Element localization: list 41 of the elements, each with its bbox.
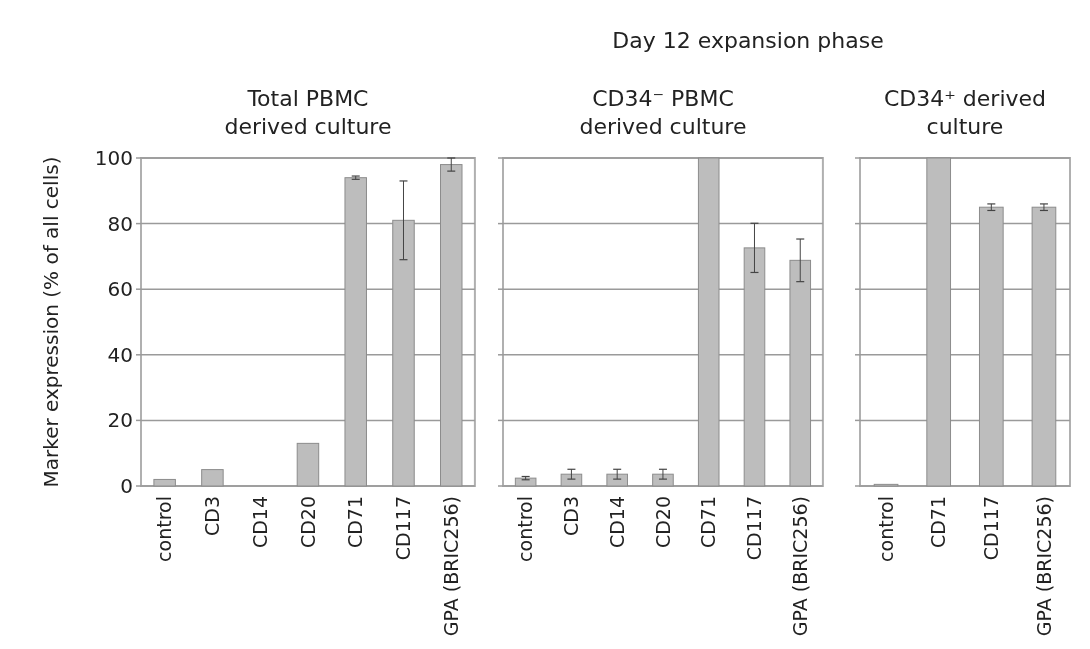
x-tick-label: CD3	[560, 496, 583, 536]
x-tick-label: CD117	[979, 496, 1002, 561]
x-tick-label: GPA (BRIC256)	[1032, 496, 1055, 637]
x-tick-label: CD71	[344, 496, 367, 549]
y-tick-label: 80	[107, 211, 133, 236]
bar	[344, 177, 367, 487]
x-tick-label: CD71	[927, 496, 950, 549]
y-tick-label: 100	[94, 146, 133, 170]
x-tick-label: CD71	[697, 496, 720, 549]
x-tick-label: control	[874, 496, 897, 562]
x-tick-label: CD117	[392, 496, 415, 561]
bar	[440, 164, 463, 487]
bar	[697, 157, 720, 487]
bar	[392, 219, 415, 487]
x-tick-label: control	[514, 496, 537, 562]
x-tick-label: GPA (BRIC256)	[788, 496, 811, 637]
y-tick-label: 20	[107, 408, 133, 433]
x-tick-label: GPA (BRIC256)	[439, 496, 462, 637]
x-tick-label: CD14	[248, 496, 271, 549]
chart-title: CD34⁺ derived culture	[883, 86, 1047, 139]
x-tick-label: CD14	[605, 496, 628, 549]
x-tick-label: CD3	[201, 496, 224, 536]
y-tick-label: 60	[107, 277, 133, 302]
text: Day 12 expansion phase	[612, 28, 884, 53]
bar	[606, 473, 628, 487]
x-tick-label: CD20	[651, 496, 674, 549]
x-tick-label: CD20	[296, 496, 319, 549]
y-tick-label: 40	[107, 342, 133, 367]
bar	[514, 477, 537, 487]
y-tick-label: 0	[120, 474, 133, 498]
bar	[560, 473, 583, 487]
x-tick-label: control	[153, 496, 176, 562]
bar	[296, 442, 320, 487]
y-axis-title: Marker expression (% of all cells)	[39, 156, 63, 488]
x-tick-label: CD117	[743, 496, 766, 561]
chart-title: Total PBMC derived culture	[224, 86, 392, 139]
bar	[201, 469, 224, 487]
chart-title: CD34⁻ PBMC derived culture	[579, 86, 747, 139]
bar	[153, 478, 176, 487]
bar	[789, 259, 812, 487]
bar	[743, 247, 766, 487]
